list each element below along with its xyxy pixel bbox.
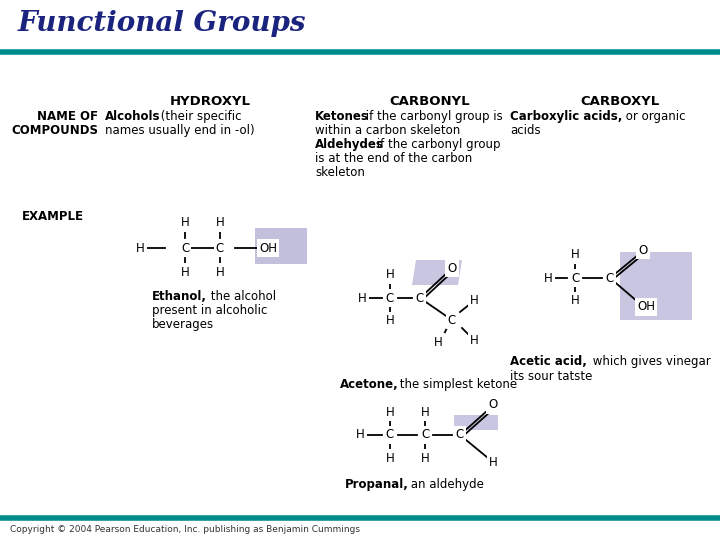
Text: skeleton: skeleton bbox=[315, 166, 365, 179]
Text: within a carbon skeleton: within a carbon skeleton bbox=[315, 124, 460, 137]
Text: present in alcoholic: present in alcoholic bbox=[152, 304, 267, 317]
Text: H: H bbox=[489, 456, 498, 469]
Text: C: C bbox=[456, 429, 464, 442]
Text: CARBOXYL: CARBOXYL bbox=[580, 95, 660, 108]
Text: C: C bbox=[421, 429, 429, 442]
Text: H: H bbox=[571, 294, 580, 307]
Text: Aldehydes: Aldehydes bbox=[315, 138, 384, 151]
Text: Acetic acid,: Acetic acid, bbox=[510, 355, 587, 368]
Text: EXAMPLE: EXAMPLE bbox=[22, 210, 84, 223]
Text: Acetone,: Acetone, bbox=[340, 378, 399, 391]
Text: O: O bbox=[488, 399, 498, 411]
Text: NAME OF: NAME OF bbox=[37, 110, 98, 123]
Text: Functional Groups: Functional Groups bbox=[18, 10, 307, 37]
Text: the simplest ketone: the simplest ketone bbox=[396, 378, 517, 391]
Text: an aldehyde: an aldehyde bbox=[407, 478, 484, 491]
Text: H: H bbox=[420, 406, 429, 419]
Text: H: H bbox=[571, 248, 580, 261]
Text: Ethanol,: Ethanol, bbox=[152, 290, 207, 303]
Polygon shape bbox=[412, 260, 462, 285]
Text: C: C bbox=[571, 272, 579, 285]
Text: H: H bbox=[215, 266, 225, 279]
Text: beverages: beverages bbox=[152, 318, 214, 331]
FancyBboxPatch shape bbox=[255, 228, 307, 264]
Text: which gives vinegar: which gives vinegar bbox=[589, 355, 711, 368]
Text: or organic: or organic bbox=[622, 110, 685, 123]
Text: its sour tatste: its sour tatste bbox=[510, 370, 593, 383]
Text: Copyright © 2004 Pearson Education, Inc. publishing as Benjamin Cummings: Copyright © 2004 Pearson Education, Inc.… bbox=[10, 525, 360, 534]
Text: H: H bbox=[433, 335, 442, 348]
Text: H: H bbox=[135, 241, 145, 254]
Text: H: H bbox=[386, 406, 395, 419]
Text: H: H bbox=[356, 429, 364, 442]
Text: C: C bbox=[216, 241, 224, 254]
Text: if the carbonyl group: if the carbonyl group bbox=[373, 138, 500, 151]
Text: H: H bbox=[420, 451, 429, 464]
Text: H: H bbox=[469, 334, 478, 347]
Text: C: C bbox=[181, 241, 189, 254]
Text: C: C bbox=[386, 429, 394, 442]
Text: HYDROXYL: HYDROXYL bbox=[169, 95, 251, 108]
Text: OH: OH bbox=[259, 241, 277, 254]
Text: O: O bbox=[639, 244, 647, 256]
Text: H: H bbox=[358, 292, 366, 305]
Polygon shape bbox=[454, 415, 498, 430]
Text: C: C bbox=[416, 292, 424, 305]
Text: if the carbonyl group is: if the carbonyl group is bbox=[362, 110, 503, 123]
Text: C: C bbox=[448, 314, 456, 327]
Text: Propanal,: Propanal, bbox=[345, 478, 409, 491]
Text: names usually end in -ol): names usually end in -ol) bbox=[105, 124, 255, 137]
FancyBboxPatch shape bbox=[620, 252, 692, 320]
Text: is at the end of the carbon: is at the end of the carbon bbox=[315, 152, 472, 165]
Text: acids: acids bbox=[510, 124, 541, 137]
Text: (their specific: (their specific bbox=[157, 110, 241, 123]
Text: H: H bbox=[544, 272, 552, 285]
Text: H: H bbox=[215, 217, 225, 230]
Text: the alcohol: the alcohol bbox=[207, 290, 276, 303]
Text: Ketones: Ketones bbox=[315, 110, 369, 123]
Text: H: H bbox=[181, 266, 189, 279]
Text: COMPOUNDS: COMPOUNDS bbox=[11, 124, 98, 137]
Text: H: H bbox=[181, 217, 189, 230]
Text: C: C bbox=[386, 292, 394, 305]
Text: H: H bbox=[386, 314, 395, 327]
Text: H: H bbox=[469, 294, 478, 307]
Text: Alcohols: Alcohols bbox=[105, 110, 161, 123]
Text: H: H bbox=[386, 268, 395, 281]
Text: O: O bbox=[447, 261, 456, 274]
Text: H: H bbox=[386, 451, 395, 464]
Text: OH: OH bbox=[637, 300, 655, 314]
Text: C: C bbox=[606, 272, 614, 285]
Text: CARBONYL: CARBONYL bbox=[390, 95, 470, 108]
Text: Carboxylic acids,: Carboxylic acids, bbox=[510, 110, 622, 123]
